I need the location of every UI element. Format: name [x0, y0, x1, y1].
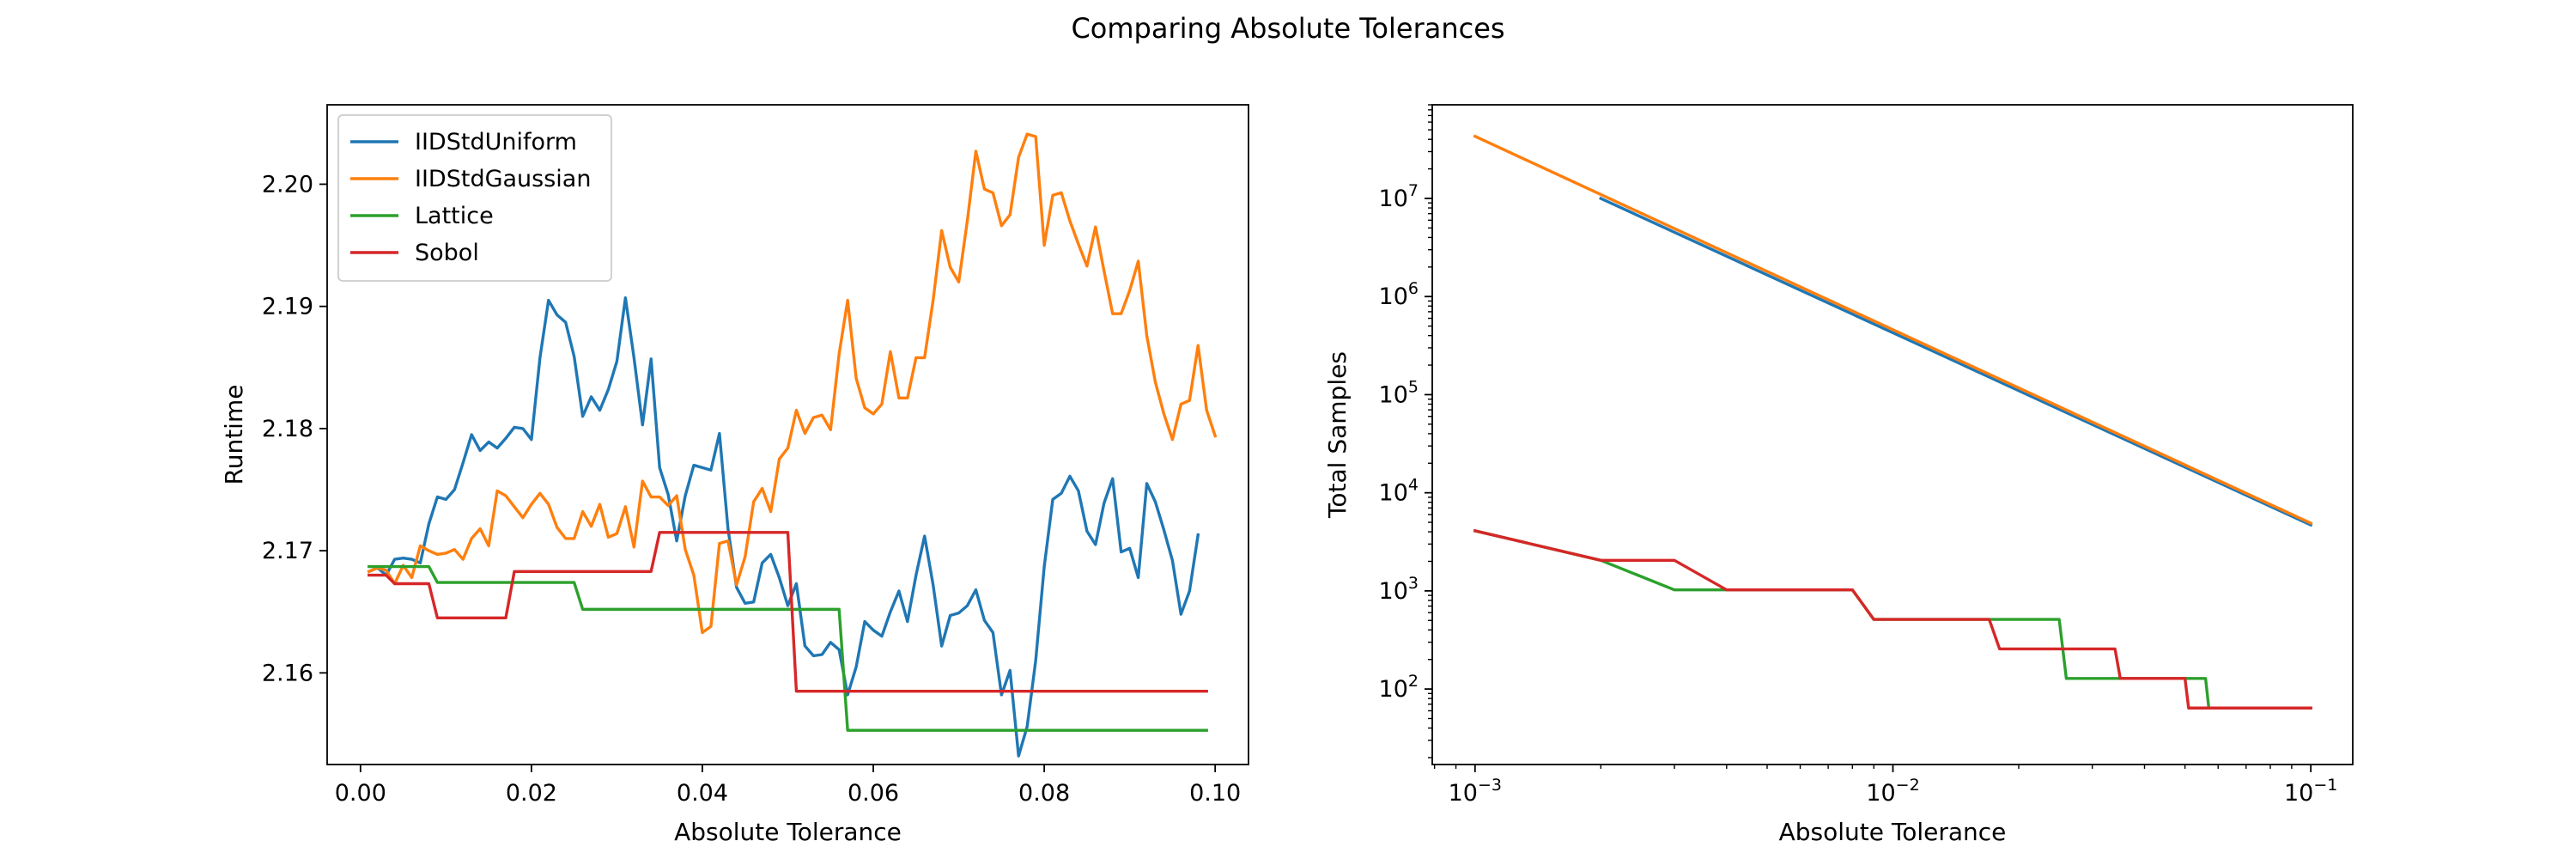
left-y-tick-label: 2.19 [262, 294, 313, 320]
left-x-axis-label: Absolute Tolerance [674, 818, 902, 846]
right-y-tick-label: 107 [1379, 181, 1419, 212]
right-y-tick-label: 105 [1379, 377, 1419, 408]
left-series-line-lattice [368, 564, 1208, 732]
figure-title: Comparing Absolute Tolerances [1071, 12, 1504, 45]
right-y-tick-label: 103 [1379, 574, 1419, 605]
right-series-group [1473, 134, 2313, 710]
right-x-axis-label: Absolute Tolerance [1779, 818, 2007, 846]
right-y-axis-label: Total Samples [1323, 351, 1352, 519]
left-x-tick-label: 0.10 [1189, 780, 1241, 807]
right-series-line-0 [1599, 196, 2313, 527]
legend-label-iidstduniform: IIDStdUniform [415, 129, 577, 155]
left-series-group [367, 132, 1218, 758]
right-axes-frame [1431, 104, 2354, 765]
left-y-tick-label: 2.16 [262, 660, 313, 686]
right-series-line-1 [1473, 134, 2313, 526]
legend: IIDStdUniform IIDStdGaussian Lattice Sobol [337, 114, 612, 282]
left-y-tick-label: 2.20 [262, 171, 313, 198]
left-x-tick-label: 0.00 [335, 780, 386, 807]
right-x-tick-label: 10−3 [1449, 776, 1502, 807]
legend-label-sobol: Sobol [415, 240, 479, 266]
left-series-line-iidstduniform [367, 296, 1200, 758]
left-y-axis-label: Runtime [220, 385, 248, 485]
legend-label-iidstdgaussian: IIDStdGaussian [415, 166, 591, 192]
left-x-tick-label: 0.08 [1018, 780, 1070, 807]
left-x-tick-label: 0.02 [506, 780, 557, 807]
legend-frame [337, 114, 612, 282]
left-axes-frame [326, 104, 1249, 765]
left-series-line-sobol [368, 531, 1208, 693]
legend-label-lattice: Lattice [415, 203, 494, 229]
left-x-tick-label: 0.04 [677, 780, 728, 807]
right-y-tick-label: 104 [1379, 476, 1419, 507]
left-y-tick-label: 2.17 [262, 538, 313, 564]
right-y-tick-label: 106 [1379, 279, 1419, 310]
right-x-tick-label: 10−2 [1866, 776, 1919, 807]
right-x-tick-label: 10−1 [2284, 776, 2337, 807]
left-series-line-iidstdgaussian [367, 132, 1218, 635]
right-axes-total-samples: 10−3 10−2 10−1 102 103 104 105 106 107 Absolute T… [1323, 104, 2354, 846]
right-series-line-3 [1473, 528, 2312, 710]
right-y-tick-label: 102 [1379, 672, 1419, 703]
left-x-tick-label: 0.06 [848, 780, 899, 807]
left-y-tick-label: 2.18 [262, 416, 313, 442]
left-axes-runtime: 0.00 0.02 0.04 0.06 0.08 0.10 2.16 2.17 2.18 2.19… [220, 104, 1249, 846]
